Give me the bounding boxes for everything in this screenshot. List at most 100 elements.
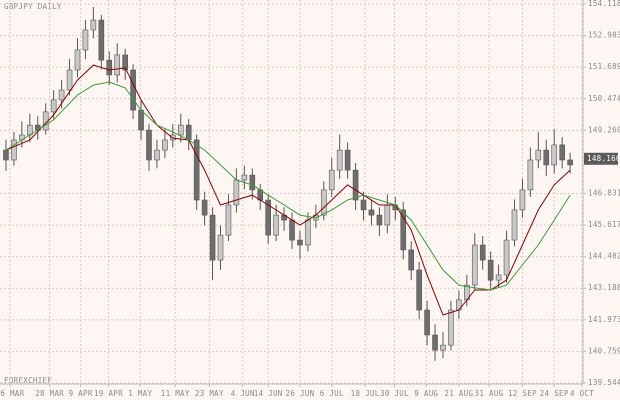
y-tick-label: 143.188 [588, 283, 620, 292]
x-tick-label: 30 JUL [380, 389, 409, 398]
candle-body [503, 239, 510, 276]
y-tick-label: 150.474 [588, 94, 620, 103]
candle-body [479, 244, 486, 261]
candle-body [487, 259, 494, 281]
candle-body [289, 219, 295, 241]
candle-body [440, 344, 446, 351]
x-tick-label: 16 MAR [0, 389, 25, 398]
candle-body [400, 209, 407, 251]
candle-body [368, 209, 375, 216]
candle-body [535, 149, 542, 161]
candle-body [360, 199, 367, 211]
candle-body [11, 139, 17, 161]
candle-body [90, 19, 97, 31]
candle-body [384, 204, 391, 226]
candle-body [408, 249, 414, 271]
y-tick-label: 154.118 [588, 0, 620, 8]
moving-average-line [5, 64, 571, 316]
current-price-box [584, 152, 618, 165]
y-tick-label: 151.689 [588, 62, 620, 71]
candle-body [82, 29, 89, 51]
x-tick-label: 28 MAR [35, 389, 64, 398]
candle-body [527, 159, 534, 191]
candle-body [320, 189, 327, 216]
x-tick-label: 26 JUN [286, 389, 315, 398]
candle-body [162, 139, 168, 151]
x-tick-label: 6 JUL [320, 389, 344, 398]
candle-body [114, 54, 121, 76]
candle-body [66, 69, 73, 91]
candle-body [185, 124, 192, 141]
candle-body [154, 149, 160, 161]
candle-body [328, 169, 335, 191]
x-tick-label: 21 AUG [444, 389, 473, 398]
candle-body [305, 219, 311, 246]
candle-body [344, 149, 351, 171]
candle-body [543, 149, 550, 166]
candle-body [146, 129, 152, 161]
candle-body [273, 214, 279, 236]
y-tick-label: 141.973 [588, 315, 620, 324]
candle-body [511, 209, 518, 241]
x-tick-label: 31 AUG [475, 389, 504, 398]
x-tick-label: 11 MAY [161, 389, 190, 398]
candle-body [106, 59, 113, 76]
candle-body [209, 214, 216, 261]
candle-body [98, 19, 105, 61]
candle-body [471, 244, 478, 286]
candle-body [551, 144, 558, 166]
y-tick-label: 146.831 [588, 189, 620, 198]
x-tick-label: 4 JUN [231, 389, 255, 398]
candle-body [416, 269, 422, 311]
candle-body [448, 309, 454, 346]
x-tick-label: 4 OCT [570, 389, 594, 398]
candle-body [519, 189, 526, 211]
candle-body [177, 124, 184, 136]
current-price-label: 148.166 [587, 154, 620, 163]
watermark: FOREXCHIEF [4, 376, 52, 385]
y-tick-label: 149.260 [588, 125, 620, 134]
x-tick-label: 14 JUN [254, 389, 283, 398]
y-tick-label: 152.903 [588, 31, 620, 40]
x-tick-label: 19 APR [94, 389, 123, 398]
candle-body [130, 69, 136, 111]
candle-body [424, 309, 430, 336]
candle-body [432, 334, 438, 351]
candle-body [201, 199, 208, 216]
candle-body [233, 179, 240, 206]
candle-body [297, 239, 303, 246]
candle-body [241, 174, 248, 181]
candle-body [193, 139, 200, 201]
x-tick-label: 1 MAY [128, 389, 152, 398]
y-tick-label: 145.617 [588, 220, 620, 229]
x-tick-label: 23 MAY [195, 389, 224, 398]
y-tick-label: 144.402 [588, 252, 620, 261]
grid-layer [0, 0, 583, 384]
candle-body [3, 149, 9, 161]
candle-body [352, 169, 359, 201]
x-tick-label: 18 JUL [351, 389, 380, 398]
candle-body [265, 199, 271, 236]
candle-body [50, 99, 57, 113]
candle-body [567, 159, 573, 166]
candle-body [58, 89, 65, 101]
x-tick-label: 9 APR [69, 389, 93, 398]
candle-body [376, 214, 383, 226]
y-tick-label: 139.544 [588, 378, 620, 387]
candle-body [74, 49, 81, 71]
chart-title: GBPJPY DAILY [4, 2, 62, 11]
candle-body [336, 149, 343, 171]
candle-body [249, 174, 256, 191]
candle-body [138, 109, 144, 131]
y-tick-label: 140.759 [588, 346, 620, 355]
candle-body [559, 144, 565, 161]
candle-body [495, 274, 502, 281]
x-tick-label: 24 SEP [540, 389, 569, 398]
moving-average-line [5, 81, 571, 291]
candle-body [122, 54, 128, 71]
x-tick-label: 9 AUG [414, 389, 438, 398]
candle-body [225, 204, 232, 236]
candle-body [217, 234, 224, 261]
